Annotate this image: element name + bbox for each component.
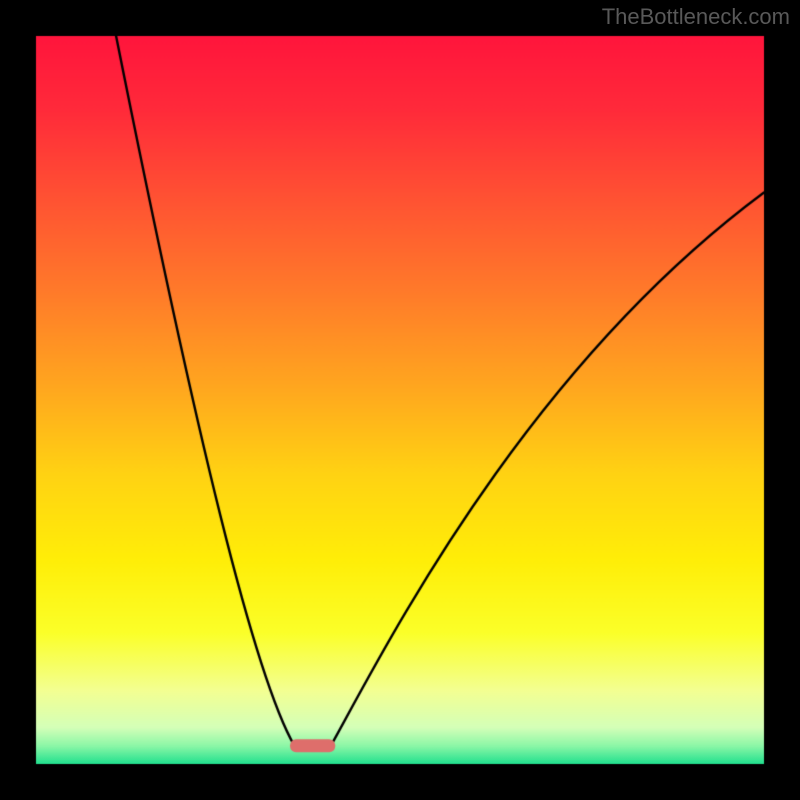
bottleneck-chart xyxy=(0,0,800,800)
chart-container: TheBottleneck.com xyxy=(0,0,800,800)
watermark-text: TheBottleneck.com xyxy=(602,4,790,30)
